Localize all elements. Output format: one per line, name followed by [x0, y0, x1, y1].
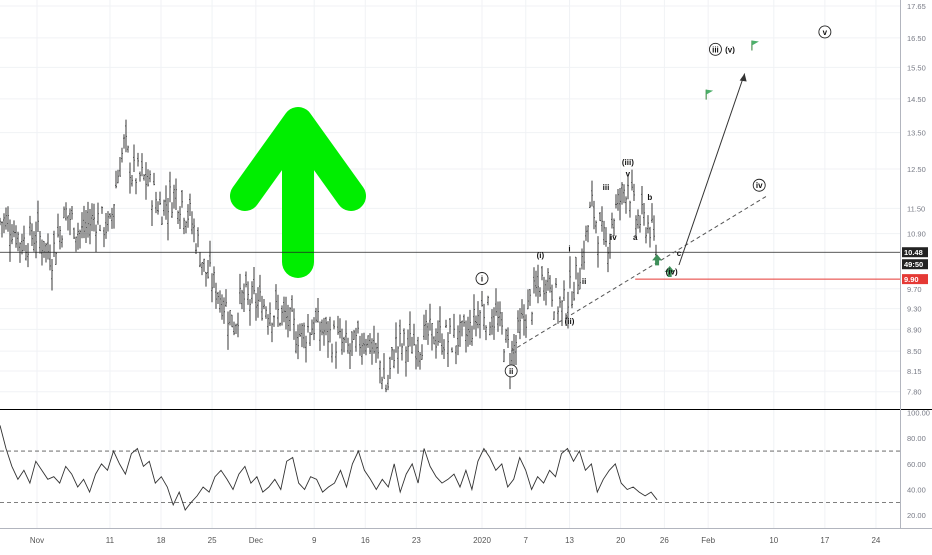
oscillator-pane	[0, 409, 932, 511]
price-tick-label: 12.50	[907, 165, 926, 174]
time-tick-label: 17	[820, 536, 829, 545]
price-tick-label: 10.90	[907, 230, 926, 239]
osc-tick-label: 40.00	[907, 486, 926, 495]
wave-label: v	[823, 28, 828, 37]
time-tick-label: 7	[524, 536, 529, 545]
time-tick-label: Nov	[30, 536, 44, 545]
overlay-lines	[0, 40, 900, 352]
price-tick-label: 17.65	[907, 2, 926, 11]
time-tick-label: 2020	[473, 536, 491, 545]
osc-tick-label: 100.00	[907, 409, 930, 418]
time-tick-label: 20	[616, 536, 625, 545]
price-marker-label: 10.48	[904, 248, 923, 257]
small-up-arrow-icon	[664, 266, 675, 278]
wave-label: (iv)	[666, 267, 678, 276]
time-axis: Nov 11 18 25 Dec 9 16 23 2020 7 13 20 26 Feb 10 17 24	[0, 528, 932, 545]
time-tick-label: 25	[208, 536, 217, 545]
price-marker-label: 49:50	[904, 260, 923, 269]
wave-label: ii	[582, 277, 586, 286]
wave-label: v	[626, 170, 631, 179]
wave-label: iv	[610, 233, 617, 242]
price-tick-label: 8.90	[907, 325, 922, 334]
osc-tick-label: 60.00	[907, 460, 926, 469]
wave-label: (ii)	[565, 317, 575, 326]
wave-label: (v)	[725, 45, 735, 54]
osc-tick-label: 20.00	[907, 511, 926, 520]
time-tick-label: 24	[871, 536, 880, 545]
price-tick-label: 7.80	[907, 388, 922, 397]
osc-tick-label: 80.00	[907, 434, 926, 443]
time-tick-label: 23	[412, 536, 421, 545]
time-tick-label: 13	[565, 536, 574, 545]
wave-label-circle	[708, 42, 722, 56]
wave-label-circle	[818, 25, 832, 39]
time-tick-label: 10	[769, 536, 778, 545]
wave-label: iv	[756, 181, 763, 190]
wave-label-circle	[475, 272, 489, 285]
wave-label: iii	[712, 45, 719, 54]
time-tick-label: 18	[157, 536, 166, 545]
time-tick-label: Dec	[249, 536, 263, 545]
price-marker-label: 9.90	[904, 275, 919, 284]
candles	[0, 119, 657, 393]
price-tick-label: 11.50	[907, 204, 925, 213]
time-tick-label: 26	[660, 536, 669, 545]
price-tick-label: 8.50	[907, 347, 922, 356]
price-tick-label: 14.50	[907, 95, 926, 104]
flag-icon	[706, 89, 714, 95]
price-tick-label: 15.50	[907, 63, 926, 72]
wave-label: iii	[603, 183, 610, 192]
price-axis: 17.65 16.50 15.50 14.50 13.50 12.50 11.50 10.90…	[900, 0, 930, 528]
arrow-head	[230, 107, 366, 211]
price-tick-label: 16.50	[907, 34, 926, 43]
wave-label: b	[647, 193, 652, 202]
wave-label-circle	[752, 178, 766, 192]
price-tick-label: 9.30	[907, 305, 922, 314]
big-up-arrow-icon	[230, 107, 366, 278]
price-tick-label: 13.50	[907, 129, 926, 138]
wave-label: i	[568, 244, 570, 253]
oscillator-line	[0, 425, 658, 511]
price-marker-last-price	[902, 247, 928, 258]
time-tick-label: Feb	[701, 536, 715, 545]
time-tick-label: 11	[106, 536, 115, 545]
price-marker-support-level	[902, 274, 928, 285]
price-pane	[0, 0, 900, 408]
wave-label-circle	[504, 364, 518, 378]
small-up-arrow-icon	[652, 254, 663, 266]
price-tick-label: 8.15	[907, 367, 922, 376]
price-marker-countdown	[902, 259, 928, 270]
wave-label: ii	[509, 367, 513, 376]
trend-channel-line	[510, 195, 767, 352]
grid	[0, 0, 900, 528]
time-tick-label: 9	[312, 536, 317, 545]
wave-label: a	[633, 233, 638, 242]
price-tick-label: 9.70	[907, 285, 922, 294]
flag-icon	[751, 40, 759, 46]
wave-label: i	[481, 275, 483, 284]
wave-label: c	[677, 249, 682, 258]
time-tick-label: 16	[361, 536, 370, 545]
wave-label: (i)	[537, 251, 545, 260]
wave-label: (iii)	[622, 158, 634, 167]
projection-line	[678, 73, 746, 266]
projection-arrowhead-icon	[739, 73, 747, 82]
